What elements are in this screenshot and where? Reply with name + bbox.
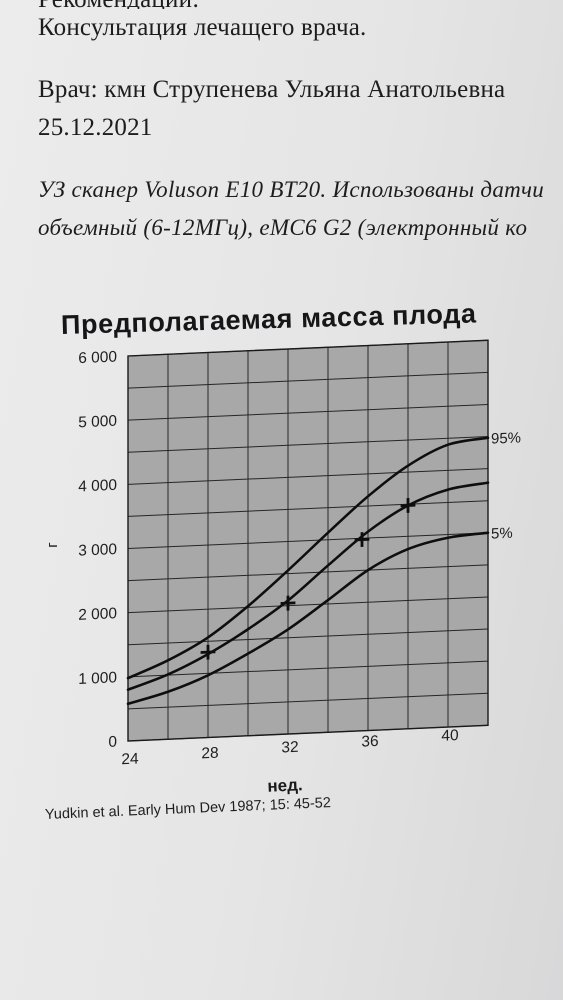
y-tick-label: 4 000 — [78, 477, 117, 496]
measurement-point — [354, 532, 370, 548]
y-tick-label: 2 000 — [78, 605, 117, 624]
y-tick-label: 5 000 — [78, 413, 117, 432]
grid-line-horizontal — [128, 436, 488, 453]
recommendations-heading: Рекомендации: — [38, 0, 563, 9]
plot-group: 0 1 000 2 000 3 000 4 000 5 000 6 000 24 28 32 36 4… — [78, 339, 521, 769]
grid-line-horizontal — [128, 660, 488, 678]
series-line-0 — [126, 436, 490, 680]
grid-line-horizontal — [128, 564, 488, 582]
series-line-1 — [126, 481, 490, 691]
grid-line-horizontal — [128, 500, 488, 517]
consultation-line: Консультация лечащего врача. — [38, 14, 367, 41]
y-tick-label: 0 — [108, 733, 117, 750]
x-tick-label: 32 — [281, 739, 298, 757]
grid-line-horizontal — [128, 692, 488, 710]
grid-line-horizontal — [128, 628, 488, 646]
series-line-2 — [126, 531, 490, 706]
measurement-point — [280, 595, 296, 611]
x-axis-label: нед. — [267, 775, 303, 796]
grid-line-horizontal — [128, 403, 488, 421]
measurement-point — [200, 644, 216, 660]
grid-line-horizontal — [128, 371, 488, 389]
y-tick-label: 1 000 — [78, 669, 117, 688]
x-tick-label: 28 — [201, 745, 218, 763]
grid-line-horizontal — [128, 532, 488, 549]
measurement-point — [400, 498, 416, 513]
scanner-line-2: объемный (6-12МГц), eMC6 G2 (электронный… — [38, 215, 528, 240]
grid-line-horizontal — [128, 596, 488, 614]
y-axis-label: г — [44, 542, 61, 548]
y-tick-label: 3 000 — [78, 541, 117, 560]
y-tick-label: 6 000 — [78, 348, 117, 367]
x-tick-label: 24 — [121, 751, 139, 769]
x-tick-label: 40 — [441, 727, 459, 745]
x-tick-label: 36 — [361, 733, 378, 751]
doctor-line: Врач: кмн Струпенева Ульяна Анатольевна — [38, 76, 506, 103]
grid-line-horizontal — [128, 468, 488, 485]
scanner-line-1: УЗ сканер Voluson E10 BT20. Использованы… — [38, 177, 545, 202]
date-line: 25.12.2021 — [38, 114, 153, 141]
series-label-2: 5% — [491, 525, 513, 543]
series-label-0: 95% — [491, 429, 521, 447]
